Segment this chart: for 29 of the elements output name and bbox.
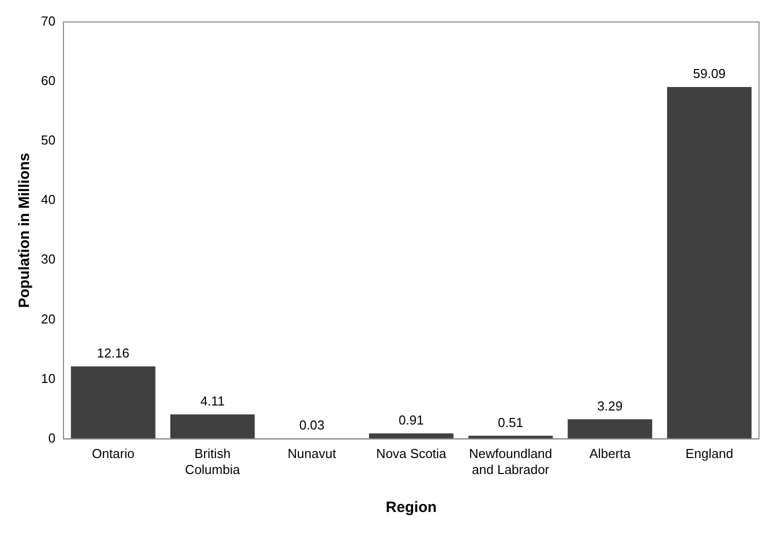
x-tick-label: Ontario [92,446,134,462]
data-label: 3.29 [597,398,623,414]
x-axis-title: Region [386,499,437,516]
y-tick-label: 0 [48,430,56,446]
y-tick-label: 60 [40,73,56,88]
data-label: 0.51 [498,414,524,430]
x-tick-label: England [685,446,734,462]
x-tick-label: Nova Scotia [376,446,448,462]
y-tick-label: 70 [40,14,56,29]
y-tick-label: 40 [40,192,56,208]
bar [170,414,255,439]
y-tick-label: 30 [40,252,56,267]
x-tick-label: Newfoundland and Labrador [469,446,552,477]
bar [667,86,752,439]
y-axis-title: Population in Millions [16,152,34,308]
data-label: 0.91 [398,412,424,428]
x-tick-label: British Columbia [185,446,241,477]
bar [70,366,156,439]
bar [568,419,652,439]
data-label: 12.16 [96,345,130,360]
x-tick-label: Nunavut [288,446,336,462]
x-tick-label: Alberta [589,446,632,462]
bar [369,433,454,439]
y-tick-label: 20 [40,311,56,326]
y-tick-label: 10 [40,370,56,386]
data-label: 4.11 [200,393,225,408]
data-label: 0.03 [299,418,325,433]
data-label: 59.09 [693,66,726,82]
y-tick-label: 50 [40,132,56,148]
